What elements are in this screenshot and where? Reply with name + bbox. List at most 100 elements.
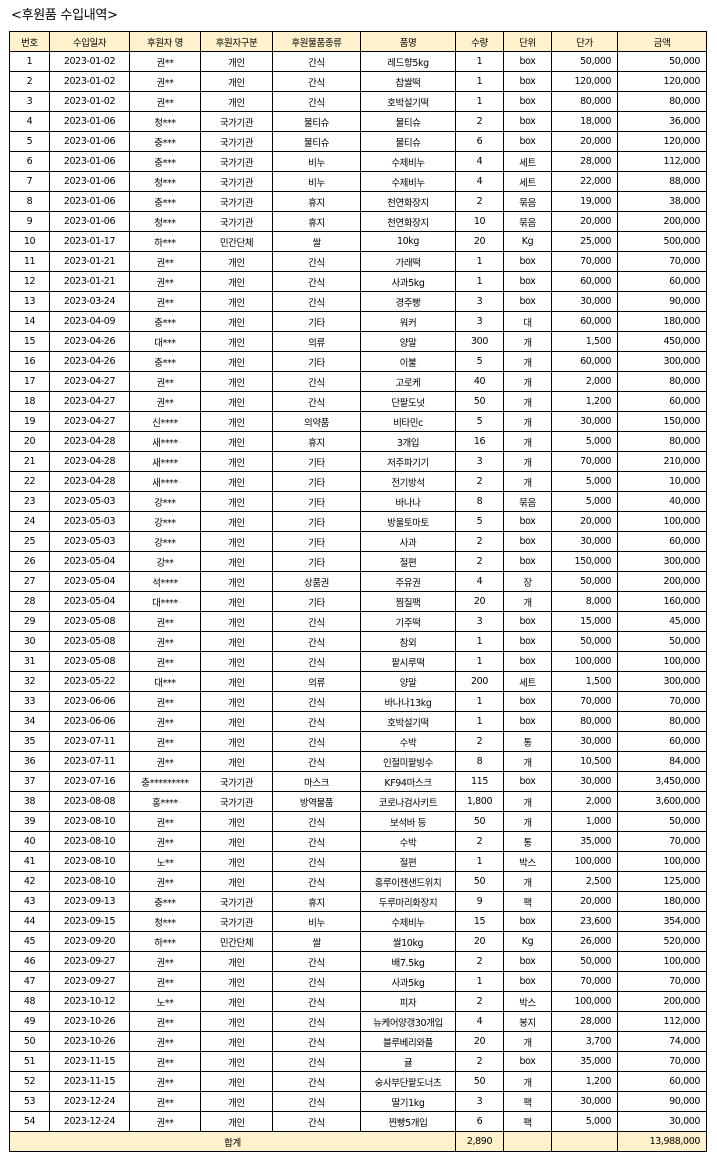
table-row: 39 2023-08-10 권** 개인 간식 보석바 등 50 개 1,000 50,000: [9, 811, 707, 832]
cell-unit-price: 18,000: [551, 111, 618, 132]
cell-item-category: 간식: [272, 1111, 361, 1132]
table-row: 17 2023-04-27 권** 개인 간식 고로케 40 개 2,000 80,000: [9, 371, 707, 392]
cell-donor-name: 권**: [129, 811, 201, 832]
cell-donor-name: 청***: [129, 211, 201, 232]
cell-unit-price: 20,000: [551, 211, 618, 232]
table-row: 41 2023-08-10 노** 개인 간식 절편 1 박스 100,000 100,000: [9, 851, 707, 872]
cell-item-name: 절편: [360, 551, 456, 572]
cell-donor-name: 청***: [129, 111, 201, 132]
cell-donor-name: 권**: [129, 91, 201, 112]
cell-unit-price: 10,500: [551, 751, 618, 772]
cell-quantity: 2: [455, 551, 504, 572]
cell-unit: box: [503, 631, 552, 652]
cell-amount: 160,000: [617, 591, 707, 612]
cell-quantity: 16: [455, 431, 504, 452]
cell-item-name: 이불: [360, 351, 456, 372]
cell-donor-name: 권**: [129, 251, 201, 272]
cell-amount: 70,000: [617, 971, 707, 992]
cell-unit-price: 5,000: [551, 471, 618, 492]
cell-amount: 150,000: [617, 411, 707, 432]
table-row: 44 2023-09-15 청*** 국가기관 비누 수제비누 15 box 23,600 354…: [9, 911, 707, 932]
total-quantity: 2,890: [455, 1131, 504, 1152]
cell-donor-name: 권**: [129, 1051, 201, 1072]
cell-quantity: 2: [455, 111, 504, 132]
cell-unit: box: [503, 71, 552, 92]
cell-donor-name: 권**: [129, 691, 201, 712]
cell-unit: Kg: [503, 231, 552, 252]
cell-unit: box: [503, 251, 552, 272]
cell-unit-price: 30,000: [551, 731, 618, 752]
cell-item-name: KF94마스크: [360, 771, 456, 792]
cell-donor-type: 국가기관: [200, 131, 273, 152]
cell-no: 28: [9, 591, 50, 612]
cell-quantity: 9: [455, 891, 504, 912]
cell-no: 46: [9, 951, 50, 972]
cell-no: 18: [9, 391, 50, 412]
cell-no: 14: [9, 311, 50, 332]
cell-item-category: 방역물품: [272, 791, 361, 812]
cell-quantity: 200: [455, 671, 504, 692]
cell-donor-name: 강***: [129, 531, 201, 552]
cell-date: 2023-07-11: [49, 751, 130, 772]
table-row: 16 2023-04-26 충*** 개인 기타 이불 5 개 60,000 300,000: [9, 351, 707, 372]
cell-donor-type: 국가기관: [200, 171, 273, 192]
cell-amount: 450,000: [617, 331, 707, 352]
cell-item-name: 호박설기떡: [360, 711, 456, 732]
cell-date: 2023-04-27: [49, 391, 130, 412]
cell-date: 2023-11-15: [49, 1051, 130, 1072]
cell-donor-type: 개인: [200, 851, 273, 872]
cell-date: 2023-05-08: [49, 611, 130, 632]
cell-date: 2023-10-26: [49, 1031, 130, 1052]
cell-no: 50: [9, 1031, 50, 1052]
table-row: 13 2023-03-24 권** 개인 간식 경주빵 3 box 30,000 90,000: [9, 291, 707, 312]
cell-item-category: 기타: [272, 351, 361, 372]
table-row: 19 2023-04-27 신**** 개인 의약품 비타민c 5 개 30,000 150,00…: [9, 411, 707, 432]
cell-unit-price: 5,000: [551, 431, 618, 452]
cell-date: 2023-08-10: [49, 811, 130, 832]
cell-quantity: 50: [455, 391, 504, 412]
cell-unit: 개: [503, 591, 552, 612]
cell-donor-name: 충***: [129, 191, 201, 212]
cell-donor-type: 국가기관: [200, 911, 273, 932]
cell-date: 2023-04-09: [49, 311, 130, 332]
cell-unit: box: [503, 551, 552, 572]
cell-item-name: 인절미팥빙수: [360, 751, 456, 772]
cell-unit: box: [503, 511, 552, 532]
cell-quantity: 2: [455, 731, 504, 752]
cell-unit-price: 1,500: [551, 331, 618, 352]
cell-amount: 38,000: [617, 191, 707, 212]
cell-amount: 60,000: [617, 271, 707, 292]
cell-quantity: 8: [455, 491, 504, 512]
cell-no: 43: [9, 891, 50, 912]
cell-amount: 80,000: [617, 371, 707, 392]
cell-item-name: 홍루이젠샌드위치: [360, 871, 456, 892]
cell-donor-name: 대***: [129, 331, 201, 352]
cell-donor-type: 개인: [200, 1111, 273, 1132]
cell-item-name: 방울토마토: [360, 511, 456, 532]
cell-item-category: 기타: [272, 551, 361, 572]
cell-quantity: 2: [455, 531, 504, 552]
cell-item-category: 비누: [272, 151, 361, 172]
cell-donor-name: 노**: [129, 851, 201, 872]
table-row: 6 2023-01-06 충*** 국가기관 비누 수제비누 4 세트 28,000 112,00…: [9, 151, 707, 172]
table-row: 1 2023-01-02 권** 개인 간식 레드향5kg 1 box 50,000 50,000: [9, 51, 707, 72]
table-header-row: 번호 수입일자 후원자 명 후원자구분 후원물품종류 품명 수량 단위 단가 금…: [9, 31, 707, 52]
cell-date: 2023-08-10: [49, 851, 130, 872]
cell-item-category: 휴지: [272, 211, 361, 232]
cell-quantity: 300: [455, 331, 504, 352]
cell-quantity: 4: [455, 571, 504, 592]
cell-item-name: 3개입: [360, 431, 456, 452]
cell-donor-name: 권**: [129, 1031, 201, 1052]
cell-amount: 180,000: [617, 311, 707, 332]
cell-no: 31: [9, 651, 50, 672]
cell-donor-type: 개인: [200, 871, 273, 892]
cell-item-category: 간식: [272, 291, 361, 312]
cell-quantity: 1: [455, 91, 504, 112]
cell-quantity: 2: [455, 951, 504, 972]
cell-unit-price: 8,000: [551, 591, 618, 612]
cell-unit-price: 1,200: [551, 391, 618, 412]
cell-date: 2023-10-26: [49, 1011, 130, 1032]
cell-donor-name: 하***: [129, 931, 201, 952]
cell-donor-type: 개인: [200, 611, 273, 632]
cell-donor-name: 새****: [129, 451, 201, 472]
